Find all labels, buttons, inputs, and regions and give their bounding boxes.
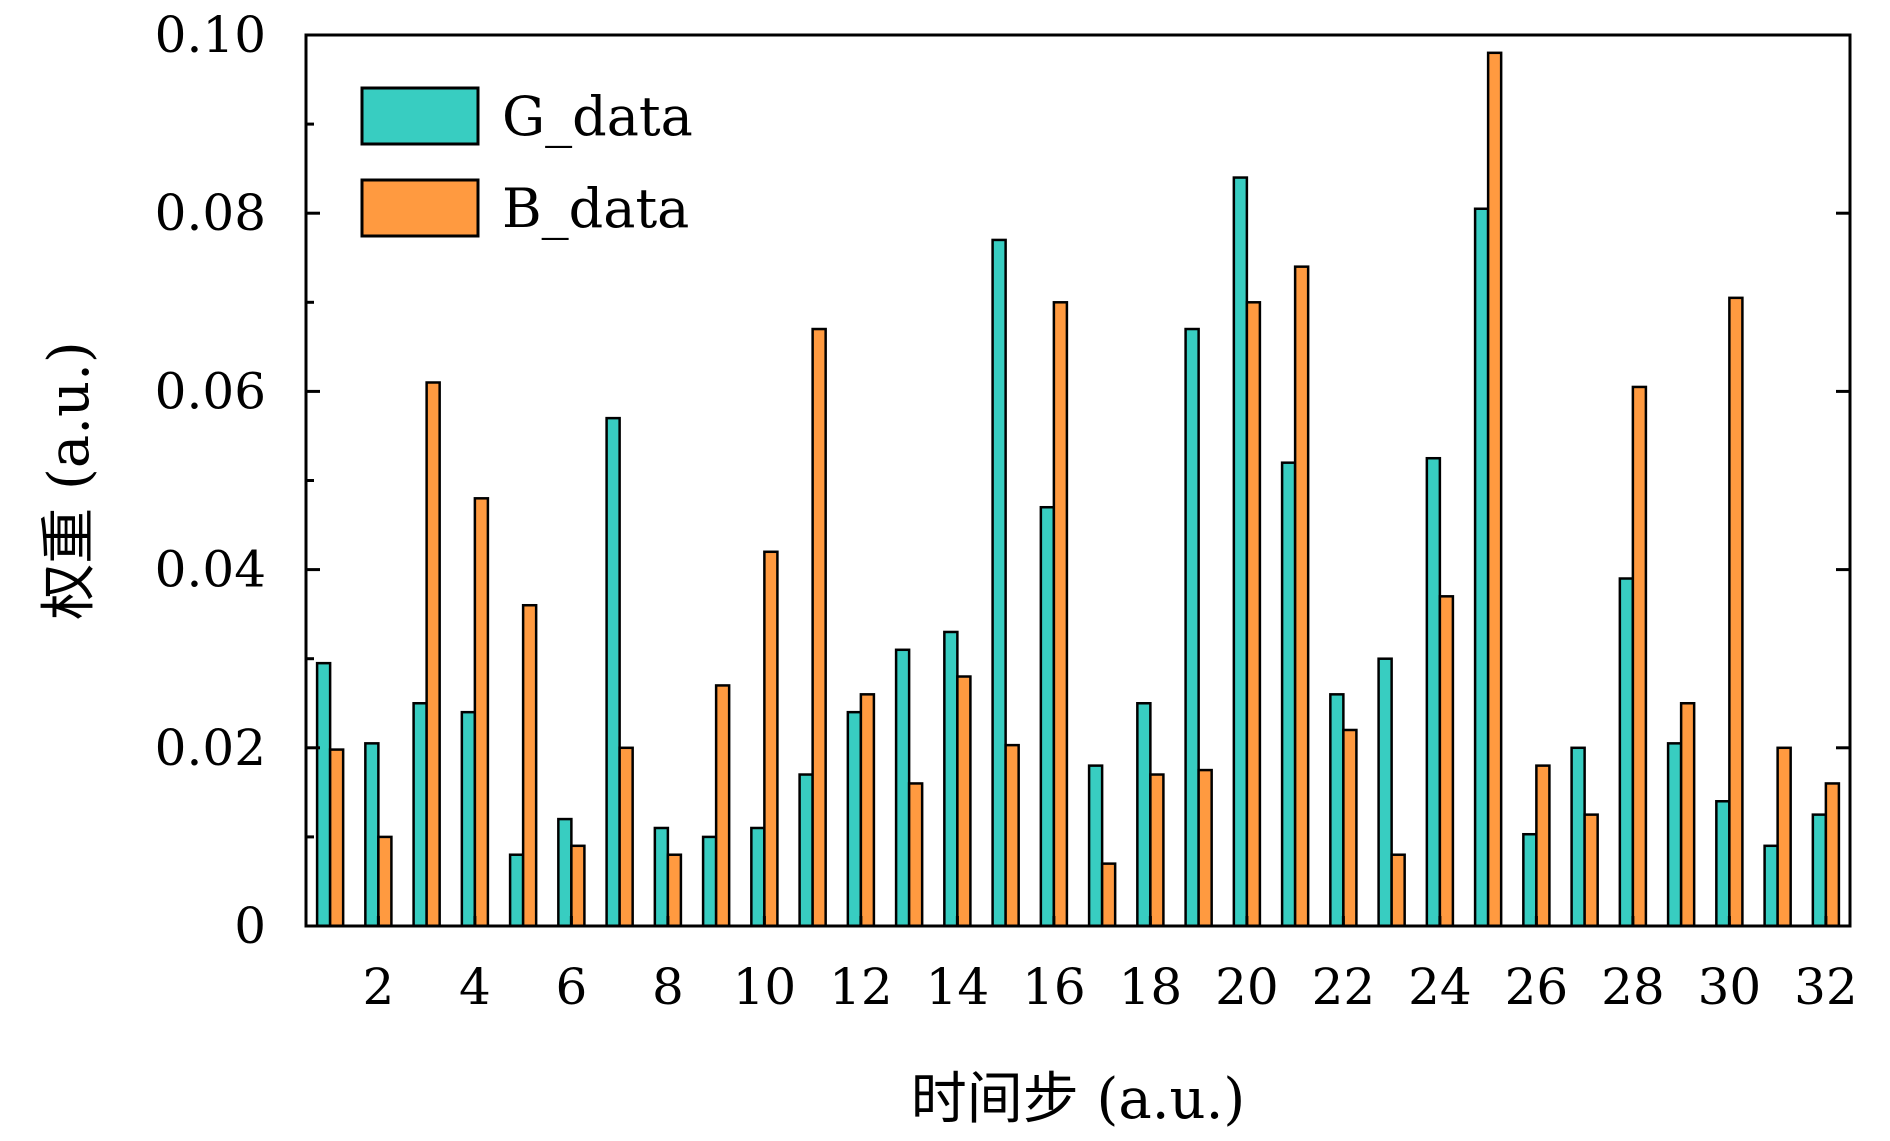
- x-axis-label: 时间步 (a.u.): [911, 1067, 1246, 1132]
- x-tick-label: 22: [1312, 958, 1376, 1016]
- bar-B_data-32: [1824, 782, 1841, 928]
- x-tick-label: 4: [459, 958, 491, 1016]
- bar-B_data-23: [1390, 853, 1406, 928]
- bar-G_data-11: [798, 773, 814, 928]
- legend-label-G_data: G_data: [502, 85, 693, 148]
- bar-G_data-22: [1329, 693, 1345, 928]
- bar-B_data-5: [521, 603, 538, 928]
- bar-B_data-18: [1149, 773, 1165, 928]
- x-tick-label: 24: [1408, 958, 1472, 1016]
- bar-G_data-23: [1377, 657, 1393, 928]
- bar-G_data-6: [557, 817, 573, 928]
- bar-G_data-32: [1811, 813, 1828, 928]
- x-tick-label: 8: [652, 958, 684, 1016]
- x-tick-label: 16: [1022, 958, 1086, 1016]
- bar-G_data-12: [846, 710, 863, 928]
- bar-B_data-27: [1583, 813, 1599, 928]
- bar-B_data-20: [1245, 301, 1262, 928]
- x-tick-label: 32: [1794, 958, 1858, 1016]
- x-tick-label: 18: [1119, 958, 1183, 1016]
- bar-G_data-2: [364, 742, 380, 928]
- bar-B_data-21: [1293, 265, 1310, 928]
- bar-B_data-26: [1535, 764, 1551, 928]
- bar-G_data-15: [991, 238, 1007, 928]
- y-tick-label: 0.02: [155, 719, 266, 777]
- bar-B_data-11: [811, 327, 827, 928]
- y-tick-label: 0.10: [155, 6, 266, 64]
- bar-G_data-24: [1425, 456, 1442, 928]
- bar-B_data-9: [714, 684, 731, 928]
- bar-G_data-20: [1232, 176, 1249, 928]
- bar-B_data-24: [1438, 595, 1455, 928]
- legend-swatch-B_data: [360, 178, 480, 238]
- plot-frame: [304, 33, 1852, 928]
- bar-G_data-5: [508, 853, 525, 928]
- x-tick-label: 30: [1698, 958, 1762, 1016]
- y-axis-ticks: 0 0.02 0.04 0.06 0.08 0.10: [155, 6, 1850, 955]
- bar-G_data-18: [1136, 702, 1152, 928]
- bar-B_data-2: [377, 835, 393, 928]
- bar-B_data-25: [1486, 51, 1503, 928]
- bar-G_data-31: [1763, 844, 1779, 928]
- bar-G_data-13: [894, 648, 911, 928]
- bar-G_data-28: [1618, 577, 1635, 928]
- bar-B_data-17: [1100, 862, 1117, 928]
- bar-B_data-12: [859, 693, 876, 928]
- y-tick-label: 0.06: [155, 362, 266, 420]
- bar-G_data-9: [701, 835, 718, 928]
- bar-B_data-14: [956, 675, 972, 928]
- bar-G_data-26: [1522, 832, 1538, 928]
- bar-B_data-30: [1728, 296, 1744, 928]
- x-tick-label: 14: [926, 958, 990, 1016]
- legend-label-B_data: B_data: [502, 177, 689, 240]
- y-tick-label: 0.08: [155, 184, 266, 242]
- bar-G_data-30: [1715, 800, 1731, 928]
- bar-G_data-27: [1570, 746, 1586, 928]
- bar-G_data-25: [1473, 207, 1490, 928]
- bar-B_data-19: [1197, 768, 1213, 928]
- bar-B_data-4: [473, 497, 490, 928]
- bar-B_data-3: [425, 381, 441, 928]
- bar-B_data-31: [1776, 746, 1792, 928]
- bar-G_data-21: [1280, 461, 1297, 928]
- y-tick-label: 0.04: [155, 541, 266, 599]
- bar-G_data-19: [1184, 327, 1200, 928]
- bar-B_data-1: [328, 748, 345, 928]
- bar-B_data-22: [1342, 728, 1358, 928]
- bar-G_data-3: [412, 702, 428, 928]
- x-tick-label: 20: [1215, 958, 1279, 1016]
- bar-G_data-7: [605, 416, 621, 928]
- y-tick-label: 0: [234, 897, 266, 955]
- x-tick-label: 6: [555, 958, 587, 1016]
- bar-B_data-7: [618, 746, 634, 928]
- x-tick-label: 12: [829, 958, 893, 1016]
- bar-B_data-10: [763, 550, 779, 928]
- bar-G_data-1: [315, 661, 332, 928]
- bar-B_data-16: [1052, 301, 1069, 928]
- x-tick-label: 28: [1601, 958, 1665, 1016]
- bar-B_data-28: [1631, 385, 1648, 928]
- bar-G_data-17: [1087, 764, 1104, 928]
- x-tick-label: 10: [733, 958, 797, 1016]
- bar-B_data-29: [1679, 702, 1696, 928]
- bar-G_data-10: [750, 826, 766, 928]
- bar-G_data-14: [943, 630, 959, 928]
- bar-G_data-4: [460, 710, 477, 928]
- x-axis-ticks: 2 4 6 8 10 12 14 16 18 20 22 24 26 28 30 32: [362, 916, 1858, 1016]
- bar-B_data-8: [666, 853, 683, 928]
- x-tick-label: 2: [362, 958, 394, 1016]
- y-axis-label: 权重 (a.u.): [37, 341, 102, 620]
- bar-B_data-6: [570, 844, 586, 928]
- legend-swatch-G_data: [360, 86, 480, 146]
- x-tick-label: 26: [1505, 958, 1569, 1016]
- bar-G_data-8: [653, 826, 670, 928]
- legend: G_data B_data: [360, 85, 693, 240]
- bar-G_data-29: [1666, 742, 1683, 928]
- bar-B_data-15: [1004, 743, 1020, 928]
- bar-G_data-16: [1039, 505, 1056, 928]
- bar-B_data-13: [907, 782, 924, 928]
